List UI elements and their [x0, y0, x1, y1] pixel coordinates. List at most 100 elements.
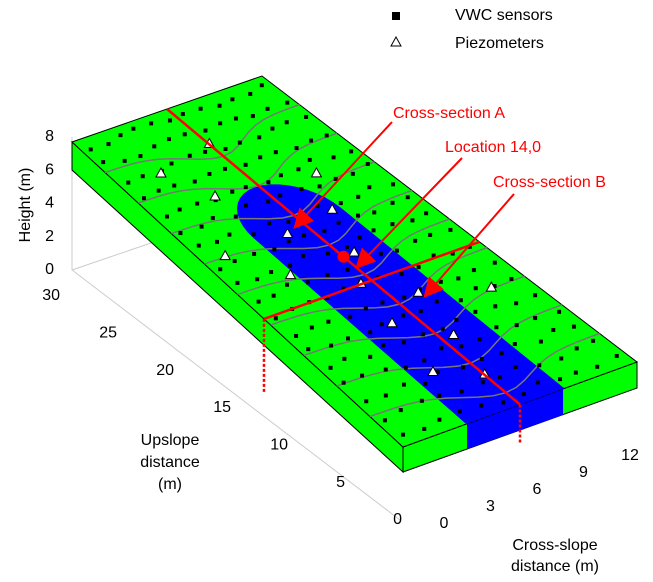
front-blue [467, 389, 563, 449]
vwc-sensor [494, 325, 499, 330]
vwc-sensor [101, 160, 106, 165]
vwc-sensor [383, 367, 388, 372]
vwc-sensor [514, 323, 519, 328]
vwc-sensor [418, 309, 423, 314]
legend-label: Piezometers [455, 35, 544, 52]
vwc-sensor [252, 251, 257, 256]
vwc-sensor [368, 354, 373, 359]
vwc-sensor [106, 142, 111, 147]
vwc-sensor [357, 235, 362, 240]
vwc-sensor [557, 309, 562, 314]
vwc-sensor [360, 373, 365, 378]
vwc-sensor [301, 233, 306, 238]
vwc-sensor [492, 284, 497, 289]
vwc-sensor [401, 382, 406, 387]
vwc-sensor [203, 149, 208, 154]
vwc-sensor [380, 300, 385, 305]
vwc-sensor [278, 173, 283, 178]
vwc-sensor [342, 356, 347, 361]
piezometer [209, 189, 221, 201]
vwc-sensor [259, 83, 264, 88]
vwc-sensor [118, 133, 123, 138]
tick-label: 30 [42, 287, 60, 304]
piezometer [485, 281, 498, 292]
vwc-sensor [402, 295, 407, 300]
vwc-sensor [521, 392, 526, 397]
piezometer [386, 316, 398, 328]
vwc-sensor [378, 252, 383, 257]
vwc-sensor [329, 343, 334, 348]
vwc-sensor [573, 370, 578, 375]
vwc-sensor [473, 286, 478, 291]
vwc-sensor [338, 201, 343, 206]
vwc-sensor [403, 365, 408, 370]
vwc-sensor [152, 144, 157, 149]
vwc-sensor [574, 346, 579, 351]
vwc-sensor [479, 356, 484, 361]
vwc-sensor [499, 351, 504, 356]
vwc-sensor [265, 106, 270, 111]
location-marker [337, 250, 350, 263]
vwc-sensor [595, 364, 600, 369]
vwc-sensor [166, 137, 171, 142]
vwc-sensor [232, 259, 237, 264]
labels: VWC sensors Piezometers Cross-section A … [17, 7, 639, 575]
vwc-sensor [296, 167, 301, 172]
piezometer [155, 166, 167, 178]
vwc-sensor [419, 398, 424, 403]
axis-label: Height (m) [17, 168, 34, 243]
axis-label: Upslope [141, 432, 200, 449]
vwc-sensor [167, 118, 172, 123]
vwc-sensor [317, 184, 322, 189]
vwc-sensor [233, 214, 238, 219]
vwc-sensor [300, 254, 305, 259]
vwc-sensor [325, 251, 330, 256]
vwc-sensor [398, 408, 403, 413]
vwc-sensor [364, 399, 369, 404]
axis-label: (m) [158, 476, 182, 493]
vwc-sensor [138, 154, 143, 159]
vwc-sensor [439, 346, 444, 351]
vwc-sensor [266, 180, 271, 185]
vwc-sensor [227, 232, 232, 237]
vwc-sensor [284, 120, 289, 125]
vwc-sensor [286, 219, 291, 224]
vwc-sensor [437, 393, 442, 398]
vwc-sensor [479, 403, 484, 408]
tick-label: 15 [213, 399, 231, 416]
vwc-sensor [306, 280, 311, 285]
annotation: Cross-section B [493, 174, 606, 191]
tick-label: 4 [45, 195, 54, 212]
vwc-sensor [177, 207, 182, 212]
tick-label: 5 [336, 474, 345, 491]
vwc-sensor [371, 228, 376, 233]
vwc-sensor [294, 146, 299, 151]
piezometer [310, 166, 323, 178]
vwc-sensor [533, 316, 538, 321]
vwc-sensor [480, 380, 485, 385]
vwc-sensor [473, 309, 478, 314]
vwc-sensor [218, 121, 223, 126]
vwc-sensor [558, 377, 563, 382]
vwc-sensor [501, 400, 506, 405]
vwc-sensor [379, 322, 384, 327]
tick-label: 10 [270, 437, 288, 454]
vwc-sensor [285, 282, 290, 287]
vwc-sensor [199, 224, 204, 229]
vwc-sensor [278, 193, 283, 198]
vwc-sensor [122, 158, 127, 163]
vwc-sensor [235, 280, 240, 285]
vwc-sensor [456, 276, 461, 281]
vwc-sensor [355, 213, 360, 218]
vwc-sensor [223, 166, 228, 171]
vwc-sensor [341, 286, 346, 291]
piezometer [219, 249, 232, 261]
surface-layer [88, 83, 619, 445]
vwc-sensor [207, 171, 212, 176]
vwc-sensor [551, 327, 556, 332]
vwc-sensor [405, 195, 410, 200]
vwc-sensor [258, 155, 263, 160]
tick-label: 25 [99, 325, 117, 342]
vwc-sensor [257, 135, 262, 140]
vwc-sensor [513, 365, 518, 370]
